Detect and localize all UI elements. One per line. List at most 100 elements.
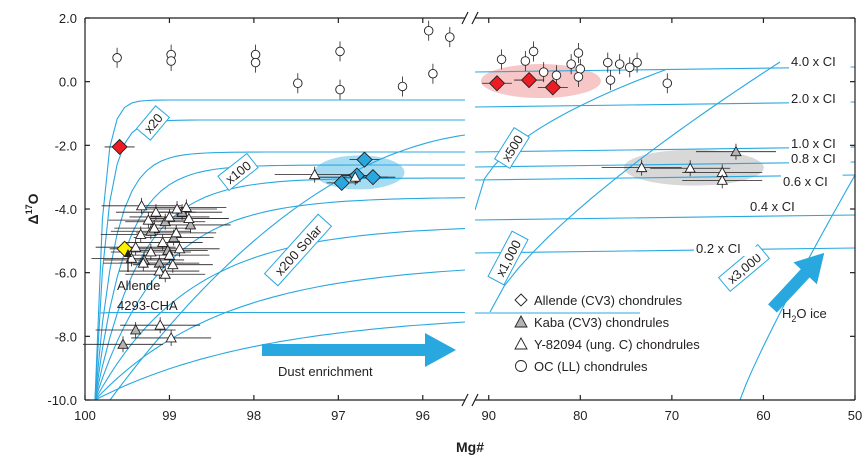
point-series-3	[159, 268, 171, 279]
point-series-1	[333, 174, 350, 192]
y-tick-label: -2.0	[55, 138, 77, 153]
point-series-3	[349, 171, 361, 182]
point-series-3	[145, 246, 157, 257]
legend-marker-triangle	[514, 315, 528, 328]
point-series-2	[129, 324, 142, 335]
mixing-label-box	[493, 126, 531, 170]
point-series-3	[134, 228, 147, 239]
mixing-curves-left	[94, 99, 465, 400]
mixing-label-box	[263, 213, 333, 287]
y-tick-label: -10.0	[47, 393, 77, 408]
point-series-1	[111, 138, 128, 156]
point-series-3	[167, 258, 179, 270]
point-series-4	[397, 81, 408, 92]
mixing-curve-left-9	[94, 321, 465, 400]
enrichment-label-bg	[789, 151, 851, 166]
point-series-2	[184, 218, 197, 230]
mixing-curve-left-7	[94, 228, 465, 400]
point-series-3	[163, 211, 176, 222]
point-series-4	[528, 46, 539, 57]
point-series-4	[624, 62, 635, 73]
point-series-3	[125, 252, 138, 263]
mixing-curve-left-8	[94, 269, 465, 400]
point-series-4	[662, 78, 673, 89]
enrichment-label-bg	[781, 174, 843, 189]
point-series-3	[135, 199, 148, 211]
enrichment-label-bg	[694, 241, 756, 256]
x-tick-label: 90	[482, 408, 496, 423]
ice-arrow-head	[793, 252, 825, 285]
point-series-3	[170, 226, 182, 238]
point-series-3	[308, 168, 321, 180]
point-series-4	[551, 70, 562, 81]
legend-label-4: OC (LL) chondrules	[534, 359, 648, 374]
ice-arrow	[768, 252, 825, 313]
axis-break-mark	[471, 393, 479, 407]
point-series-4	[428, 68, 438, 79]
axis-break-mark	[461, 393, 469, 407]
dust-arrow-head	[425, 333, 456, 367]
point-series-4	[335, 46, 345, 57]
point-series-3	[150, 206, 162, 217]
legend-marker-diamond	[514, 293, 528, 307]
allende-arrow-head	[124, 249, 132, 257]
point-series-4	[335, 84, 345, 95]
enrichment-label-4: 0.8 x CI	[791, 151, 836, 166]
point-series-3	[183, 212, 195, 224]
enrichment-label-5: 0.6 x CI	[783, 174, 828, 189]
axis-break-mark	[471, 11, 479, 25]
mixing-curve-left-6	[94, 197, 465, 400]
point-series-3	[173, 242, 186, 254]
point-series-4	[614, 59, 625, 69]
point-series-4	[250, 57, 261, 68]
point-series-4	[445, 32, 455, 42]
point-series-4	[566, 59, 576, 69]
enrichment-label-bg	[748, 199, 810, 214]
point-series-3	[137, 257, 150, 268]
point-series-3	[154, 319, 166, 330]
legend-marker-triangle	[514, 337, 528, 350]
mixing-curve-left-4	[94, 164, 465, 400]
data-points	[111, 25, 742, 349]
point-series-1	[520, 71, 538, 89]
point-series-3	[180, 201, 193, 212]
point-series-4	[603, 57, 613, 68]
mixing-curve-x1000	[489, 61, 781, 313]
dust-enrichment-label: Dust enrichment	[278, 364, 373, 379]
point-series-4	[605, 75, 616, 85]
x-axis-title: Mg#	[456, 439, 484, 455]
point-series-4	[575, 64, 586, 74]
y-tick-label: -6.0	[55, 266, 77, 281]
legend: Allende (CV3) chondrules Kaba (CV3) chond…	[514, 293, 700, 374]
point-series-4	[520, 56, 531, 66]
enrichment-line-6	[475, 214, 855, 221]
legend-marker-circle	[515, 360, 527, 372]
x-tick-label: 97	[331, 408, 345, 423]
y-tick-label: -4.0	[55, 202, 77, 217]
point-series-2	[117, 338, 129, 349]
enrichment-line-7	[475, 247, 855, 254]
point-series-3	[165, 331, 177, 343]
x-tick-label: 50	[848, 408, 862, 423]
point-series-3	[163, 249, 176, 260]
mixing-label-box	[487, 230, 529, 286]
y-tick-label: -8.0	[55, 329, 77, 344]
point-series-3	[156, 236, 169, 247]
point-series-4	[496, 54, 507, 65]
mixing-label-box	[217, 152, 259, 192]
enrichment-label-bg	[789, 54, 851, 69]
point-series-4	[112, 53, 122, 63]
point-series-1	[356, 151, 373, 168]
point-series-3	[148, 222, 161, 233]
point-series-3	[635, 161, 648, 173]
annotations: Allende 4293-CHA Dust enrichment H2O ice	[117, 249, 827, 379]
point-series-4	[250, 49, 261, 60]
mixing-curve-left-1	[94, 99, 465, 400]
point-series-4	[632, 57, 642, 68]
enrichment-label-bg	[789, 136, 851, 151]
x-tick-label: 98	[247, 408, 261, 423]
y-axis-title: Δ17O	[24, 193, 41, 224]
point-series-3	[171, 203, 183, 214]
